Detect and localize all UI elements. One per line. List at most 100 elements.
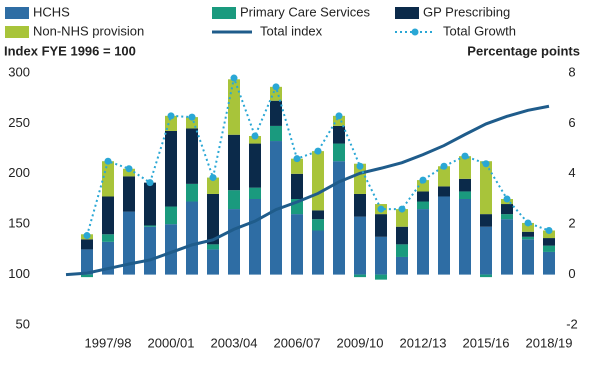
bar-segment [333, 143, 345, 162]
legend-label: HCHS [33, 4, 70, 19]
bar-segment [522, 236, 534, 240]
growth-marker [83, 232, 91, 240]
legend-swatch [411, 28, 419, 36]
bar-segment [291, 158, 303, 174]
growth-marker [335, 112, 343, 120]
growth-marker [545, 227, 553, 234]
bar-segment [291, 214, 303, 275]
legend-label: Total Growth [443, 23, 516, 38]
y2-tick-label: 6 [568, 115, 575, 130]
x-tick-label: 2009/10 [337, 335, 384, 350]
growth-marker [356, 162, 364, 170]
bar-segment [81, 239, 93, 250]
bar-segment [396, 256, 408, 275]
bar-segment [249, 187, 261, 199]
growth-marker [188, 113, 196, 121]
bar-segment [249, 199, 261, 275]
y-tick-label: 200 [8, 165, 30, 180]
bar-segment [144, 226, 156, 275]
bar-segment [396, 244, 408, 257]
bar-segment [165, 224, 177, 275]
growth-marker [272, 83, 280, 91]
bar-segment [543, 251, 555, 275]
bar-segment [228, 190, 240, 210]
bar-segment [459, 178, 471, 192]
index-line [65, 104, 550, 277]
growth-marker [104, 157, 112, 165]
growth-marker [398, 205, 406, 213]
bar-segment [207, 193, 219, 245]
bar-segment [522, 222, 534, 232]
bar-segment [438, 196, 450, 275]
bar-segment [81, 249, 93, 275]
x-tick-label: 2018/19 [526, 335, 573, 350]
bar-segment [417, 201, 429, 210]
growth-marker [125, 165, 133, 173]
y2-tick-label: 4 [568, 165, 575, 180]
y-tick-label: 100 [8, 266, 30, 281]
y2-tick-label: 0 [568, 266, 575, 281]
bar-segment [249, 143, 261, 188]
bar-segment [480, 214, 492, 227]
bar-segment [480, 226, 492, 275]
bar-segment [375, 214, 387, 237]
x-tick-label: 2003/04 [211, 335, 258, 350]
legend-swatch [5, 7, 29, 19]
legend-label: GP Prescribing [423, 4, 510, 19]
bar-segment [123, 176, 135, 212]
growth-marker [230, 74, 238, 82]
growth-marker [209, 174, 217, 182]
growth-marker [293, 155, 301, 163]
bar-segment [228, 134, 240, 191]
growth-marker [251, 132, 259, 140]
y2-tick-label: -2 [566, 316, 578, 331]
legend-label: Non-NHS provision [33, 23, 144, 38]
bar-segment [270, 100, 282, 126]
bar-segment [375, 236, 387, 275]
y-tick-label: 50 [16, 316, 30, 331]
bar-segment [102, 234, 114, 242]
y2-tick-label: 2 [568, 216, 575, 231]
bar-segment [144, 225, 156, 227]
bar-segment [417, 209, 429, 275]
bar-segment [543, 230, 555, 239]
growth-marker [314, 147, 322, 155]
bar-segment [207, 244, 219, 250]
y-tick-label: 300 [8, 64, 30, 79]
legend-label: Total index [260, 23, 323, 38]
bar-segment [333, 161, 345, 275]
y-tick-label: 150 [8, 216, 30, 231]
y-axis-title: Index FYE 1996 = 100 [4, 43, 136, 58]
bar-segment [291, 173, 303, 199]
bar-segment [459, 191, 471, 199]
bar-segment [207, 249, 219, 275]
bar-segment [207, 177, 219, 194]
bar-segment [333, 125, 345, 144]
bar-segment [270, 125, 282, 142]
growth-marker [377, 205, 385, 213]
bar-segment [480, 274, 492, 278]
bar-segment [354, 216, 366, 275]
legend-label: Primary Care Services [240, 4, 371, 19]
bar-segment [228, 209, 240, 275]
bar-segment [186, 128, 198, 184]
growth-marker [524, 219, 532, 227]
growth-marker [461, 152, 469, 160]
bar-segment [354, 274, 366, 278]
bar-segment [123, 211, 135, 275]
bar-segment [543, 245, 555, 252]
bar-segment [102, 161, 114, 197]
x-tick-label: 2000/01 [148, 335, 195, 350]
x-tick-label: 2012/13 [400, 335, 447, 350]
bar-segment [417, 180, 429, 192]
bar-segment [354, 193, 366, 217]
growth-marker [503, 195, 511, 203]
bar-segment [501, 204, 513, 215]
bar-segment [312, 230, 324, 275]
x-tick-label: 2015/16 [463, 335, 510, 350]
bar-segment [522, 231, 534, 237]
bar-segment [375, 274, 387, 280]
bar-segment [333, 115, 345, 126]
bar-segment [501, 219, 513, 275]
